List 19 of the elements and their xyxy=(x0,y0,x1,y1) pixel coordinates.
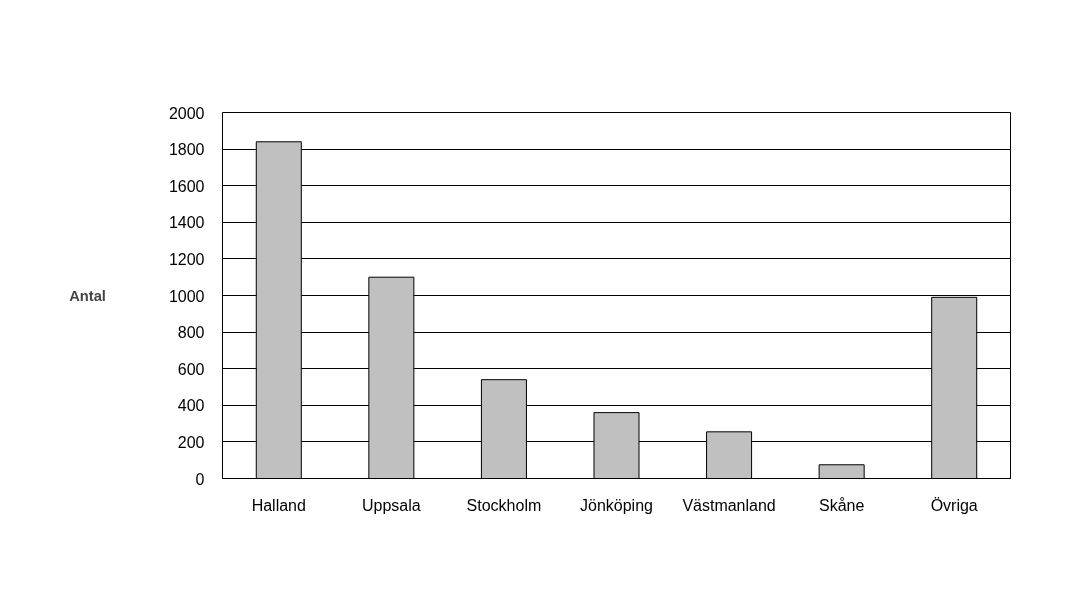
y-tick-label: 800 xyxy=(177,324,205,342)
y-tick-label: 1200 xyxy=(168,250,205,268)
y-tick-label: 0 xyxy=(195,470,205,488)
y-tick-label: 1000 xyxy=(168,287,205,305)
y-tick-label: 2000 xyxy=(168,104,205,122)
y-tick-label: 1400 xyxy=(168,214,205,232)
x-tick-label: Västmanland xyxy=(682,496,776,514)
x-tick-label: Halland xyxy=(251,496,306,514)
x-tick-label: Övriga xyxy=(930,496,978,514)
y-tick-label: 400 xyxy=(177,397,205,415)
y-tick-label: 200 xyxy=(177,433,205,451)
y-axis-title: Antal xyxy=(69,287,106,304)
y-tick-label: 1800 xyxy=(168,141,205,159)
x-tick-label: Uppsala xyxy=(362,496,421,514)
y-tick-label: 600 xyxy=(177,360,205,378)
x-tick-label: Stockholm xyxy=(466,496,542,514)
x-tick-label: Jönköping xyxy=(580,496,653,514)
x-tick-label: Skåne xyxy=(818,496,865,514)
y-tick-label: 1600 xyxy=(168,177,205,195)
